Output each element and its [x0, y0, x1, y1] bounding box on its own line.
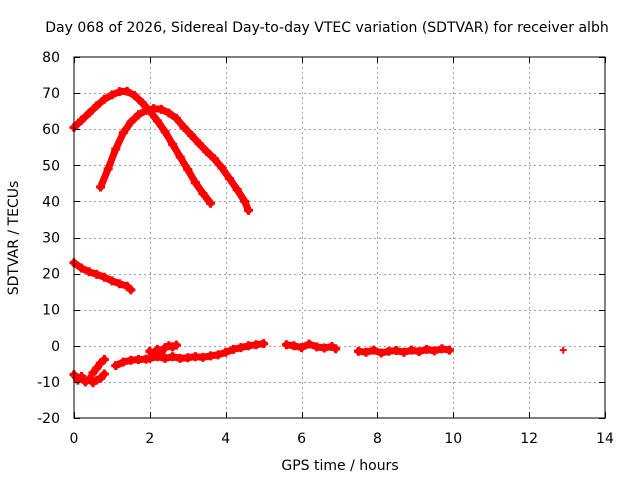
series-arc-9: [354, 344, 454, 357]
y-tick-labels: -20 -10 0 10 20 30 40 50 60 70 80: [37, 50, 60, 427]
y-tick-label: 20: [42, 267, 60, 283]
x-tick-label: 12: [520, 431, 538, 447]
y-axis-label: SDTVAR / TECUs: [6, 181, 22, 296]
y-tick-label: 60: [42, 122, 60, 138]
series-arc-8: [282, 339, 340, 353]
series-arc-6: [111, 339, 268, 370]
x-tick-label: 8: [373, 431, 382, 447]
series-arc-3: [70, 258, 136, 294]
x-tick-label: 2: [145, 431, 154, 447]
x-tick-label: 0: [70, 431, 79, 447]
x-tick-label: 6: [297, 431, 306, 447]
x-tick-label: 14: [596, 431, 614, 447]
y-tick-label: -10: [37, 375, 60, 391]
y-tick-label: 0: [51, 339, 60, 355]
y-tick-label: 70: [42, 86, 60, 102]
x-tick-label: 4: [221, 431, 230, 447]
y-tick-label: 40: [42, 194, 60, 210]
series-arc-1: [70, 87, 216, 208]
series-outlier: [560, 347, 567, 354]
data-points: [70, 87, 567, 387]
x-tick-labels: 0 2 4 6 8 10 12 14: [70, 431, 614, 447]
series-arc-2: [96, 104, 253, 215]
y-tick-label: 50: [42, 158, 60, 174]
y-tick-label: 30: [42, 231, 60, 247]
x-axis-label: GPS time / hours: [281, 458, 398, 474]
x-tick-label: 10: [444, 431, 462, 447]
chart-title: Day 068 of 2026, Sidereal Day-to-day VTE…: [45, 20, 608, 36]
y-tick-label: -20: [37, 411, 60, 427]
data-point: [560, 347, 567, 354]
y-tick-label: 80: [42, 50, 60, 66]
y-tick-label: 10: [42, 303, 60, 319]
